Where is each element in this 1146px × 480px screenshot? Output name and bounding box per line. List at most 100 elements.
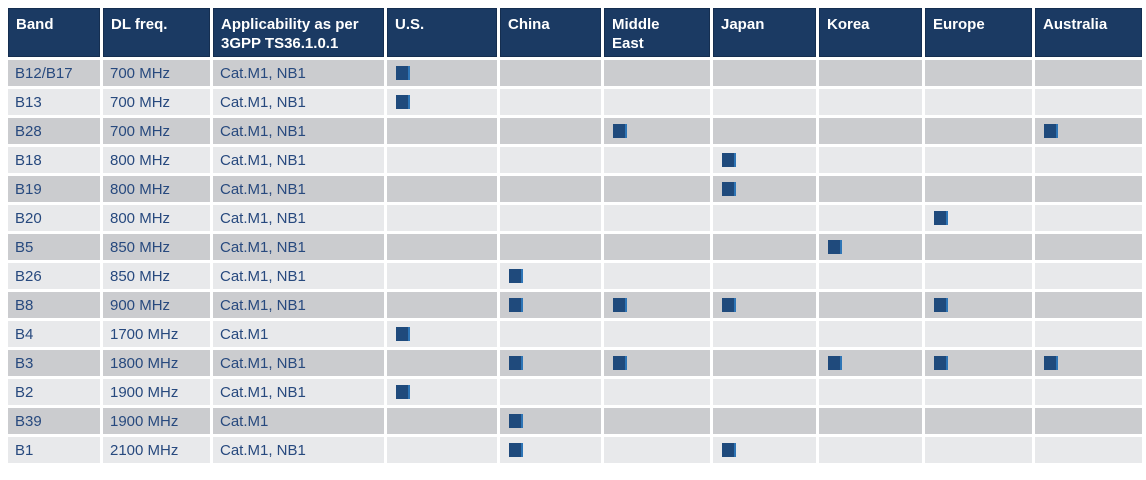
table-row: B8 900 MHz Cat.M1, NB1 xyxy=(8,292,1142,318)
region-cell-japan xyxy=(713,408,816,434)
region-cell-china xyxy=(500,292,601,318)
region-cell-australia xyxy=(1035,60,1142,86)
region-cell-korea xyxy=(819,89,922,115)
region-cell-us xyxy=(387,234,497,260)
region-cell-china xyxy=(500,408,601,434)
applicability-cell: Cat.M1, NB1 xyxy=(213,379,384,405)
table-row: B5 850 MHz Cat.M1, NB1 xyxy=(8,234,1142,260)
band-cell: B13 xyxy=(8,89,100,115)
applicability-cell: Cat.M1, NB1 xyxy=(213,118,384,144)
region-cell-australia xyxy=(1035,118,1142,144)
region-cell-europe xyxy=(925,60,1032,86)
region-cell-australia xyxy=(1035,147,1142,173)
applicable-marker-icon xyxy=(396,326,410,341)
region-cell-china xyxy=(500,437,601,463)
region-cell-australia xyxy=(1035,234,1142,260)
region-cell-middle-east xyxy=(604,176,710,202)
region-cell-australia xyxy=(1035,263,1142,289)
applicability-cell: Cat.M1, NB1 xyxy=(213,234,384,260)
applicability-cell: Cat.M1, NB1 xyxy=(213,350,384,376)
band-cell: B19 xyxy=(8,176,100,202)
table-row: B20 800 MHz Cat.M1, NB1 xyxy=(8,205,1142,231)
applicability-cell: Cat.M1 xyxy=(213,408,384,434)
region-cell-australia xyxy=(1035,89,1142,115)
region-cell-europe xyxy=(925,118,1032,144)
region-cell-us xyxy=(387,350,497,376)
region-cell-korea xyxy=(819,263,922,289)
column-header-korea: Korea xyxy=(819,8,922,57)
region-cell-middle-east xyxy=(604,147,710,173)
region-cell-us xyxy=(387,263,497,289)
dl-freq-cell: 800 MHz xyxy=(103,205,210,231)
band-cell: B4 xyxy=(8,321,100,347)
band-cell: B12/B17 xyxy=(8,60,100,86)
applicability-cell: Cat.M1, NB1 xyxy=(213,263,384,289)
region-cell-us xyxy=(387,60,497,86)
band-cell: B1 xyxy=(8,437,100,463)
column-header-china: China xyxy=(500,8,601,57)
applicable-marker-icon xyxy=(396,65,410,80)
region-cell-japan xyxy=(713,147,816,173)
applicable-marker-icon xyxy=(828,239,842,254)
table-row: B13 700 MHz Cat.M1, NB1 xyxy=(8,89,1142,115)
column-header-applicability: Applicability as per 3GPP TS36.1.0.1 xyxy=(213,8,384,57)
region-cell-us xyxy=(387,379,497,405)
applicability-cell: Cat.M1, NB1 xyxy=(213,292,384,318)
column-header-us: U.S. xyxy=(387,8,497,57)
region-cell-us xyxy=(387,147,497,173)
table-row: B2 1900 MHz Cat.M1, NB1 xyxy=(8,379,1142,405)
region-cell-us xyxy=(387,408,497,434)
dl-freq-cell: 800 MHz xyxy=(103,176,210,202)
region-cell-china xyxy=(500,263,601,289)
region-cell-korea xyxy=(819,118,922,144)
region-cell-middle-east xyxy=(604,205,710,231)
band-cell: B26 xyxy=(8,263,100,289)
applicable-marker-icon xyxy=(1044,123,1058,138)
region-cell-china xyxy=(500,350,601,376)
column-header-japan: Japan xyxy=(713,8,816,57)
dl-freq-cell: 900 MHz xyxy=(103,292,210,318)
region-cell-japan xyxy=(713,89,816,115)
region-cell-korea xyxy=(819,321,922,347)
region-cell-australia xyxy=(1035,350,1142,376)
applicable-marker-icon xyxy=(934,297,948,312)
region-cell-korea xyxy=(819,408,922,434)
applicability-cell: Cat.M1, NB1 xyxy=(213,147,384,173)
region-cell-japan xyxy=(713,205,816,231)
region-cell-korea xyxy=(819,60,922,86)
region-cell-europe xyxy=(925,89,1032,115)
dl-freq-cell: 700 MHz xyxy=(103,118,210,144)
region-cell-australia xyxy=(1035,176,1142,202)
applicable-marker-icon xyxy=(722,442,736,457)
region-cell-korea xyxy=(819,437,922,463)
region-cell-us xyxy=(387,292,497,318)
region-cell-korea xyxy=(819,350,922,376)
table-row: B26 850 MHz Cat.M1, NB1 xyxy=(8,263,1142,289)
applicable-marker-icon xyxy=(722,297,736,312)
region-cell-korea xyxy=(819,379,922,405)
applicable-marker-icon xyxy=(509,268,523,283)
table-row: B19 800 MHz Cat.M1, NB1 xyxy=(8,176,1142,202)
dl-freq-cell: 1900 MHz xyxy=(103,408,210,434)
region-cell-china xyxy=(500,60,601,86)
region-cell-china xyxy=(500,234,601,260)
region-cell-japan xyxy=(713,176,816,202)
band-cell: B2 xyxy=(8,379,100,405)
band-cell: B20 xyxy=(8,205,100,231)
applicable-marker-icon xyxy=(613,297,627,312)
region-cell-japan xyxy=(713,292,816,318)
table-row: B3 1800 MHz Cat.M1, NB1 xyxy=(8,350,1142,376)
region-cell-middle-east xyxy=(604,60,710,86)
table-row: B4 1700 MHz Cat.M1 xyxy=(8,321,1142,347)
region-cell-europe xyxy=(925,379,1032,405)
table-row: B12/B17 700 MHz Cat.M1, NB1 xyxy=(8,60,1142,86)
region-cell-australia xyxy=(1035,437,1142,463)
applicable-marker-icon xyxy=(396,94,410,109)
region-cell-europe xyxy=(925,437,1032,463)
column-header-dl-freq: DL freq. xyxy=(103,8,210,57)
region-cell-middle-east xyxy=(604,234,710,260)
applicable-marker-icon xyxy=(1044,355,1058,370)
region-cell-europe xyxy=(925,147,1032,173)
region-cell-middle-east xyxy=(604,118,710,144)
applicability-cell: Cat.M1, NB1 xyxy=(213,205,384,231)
